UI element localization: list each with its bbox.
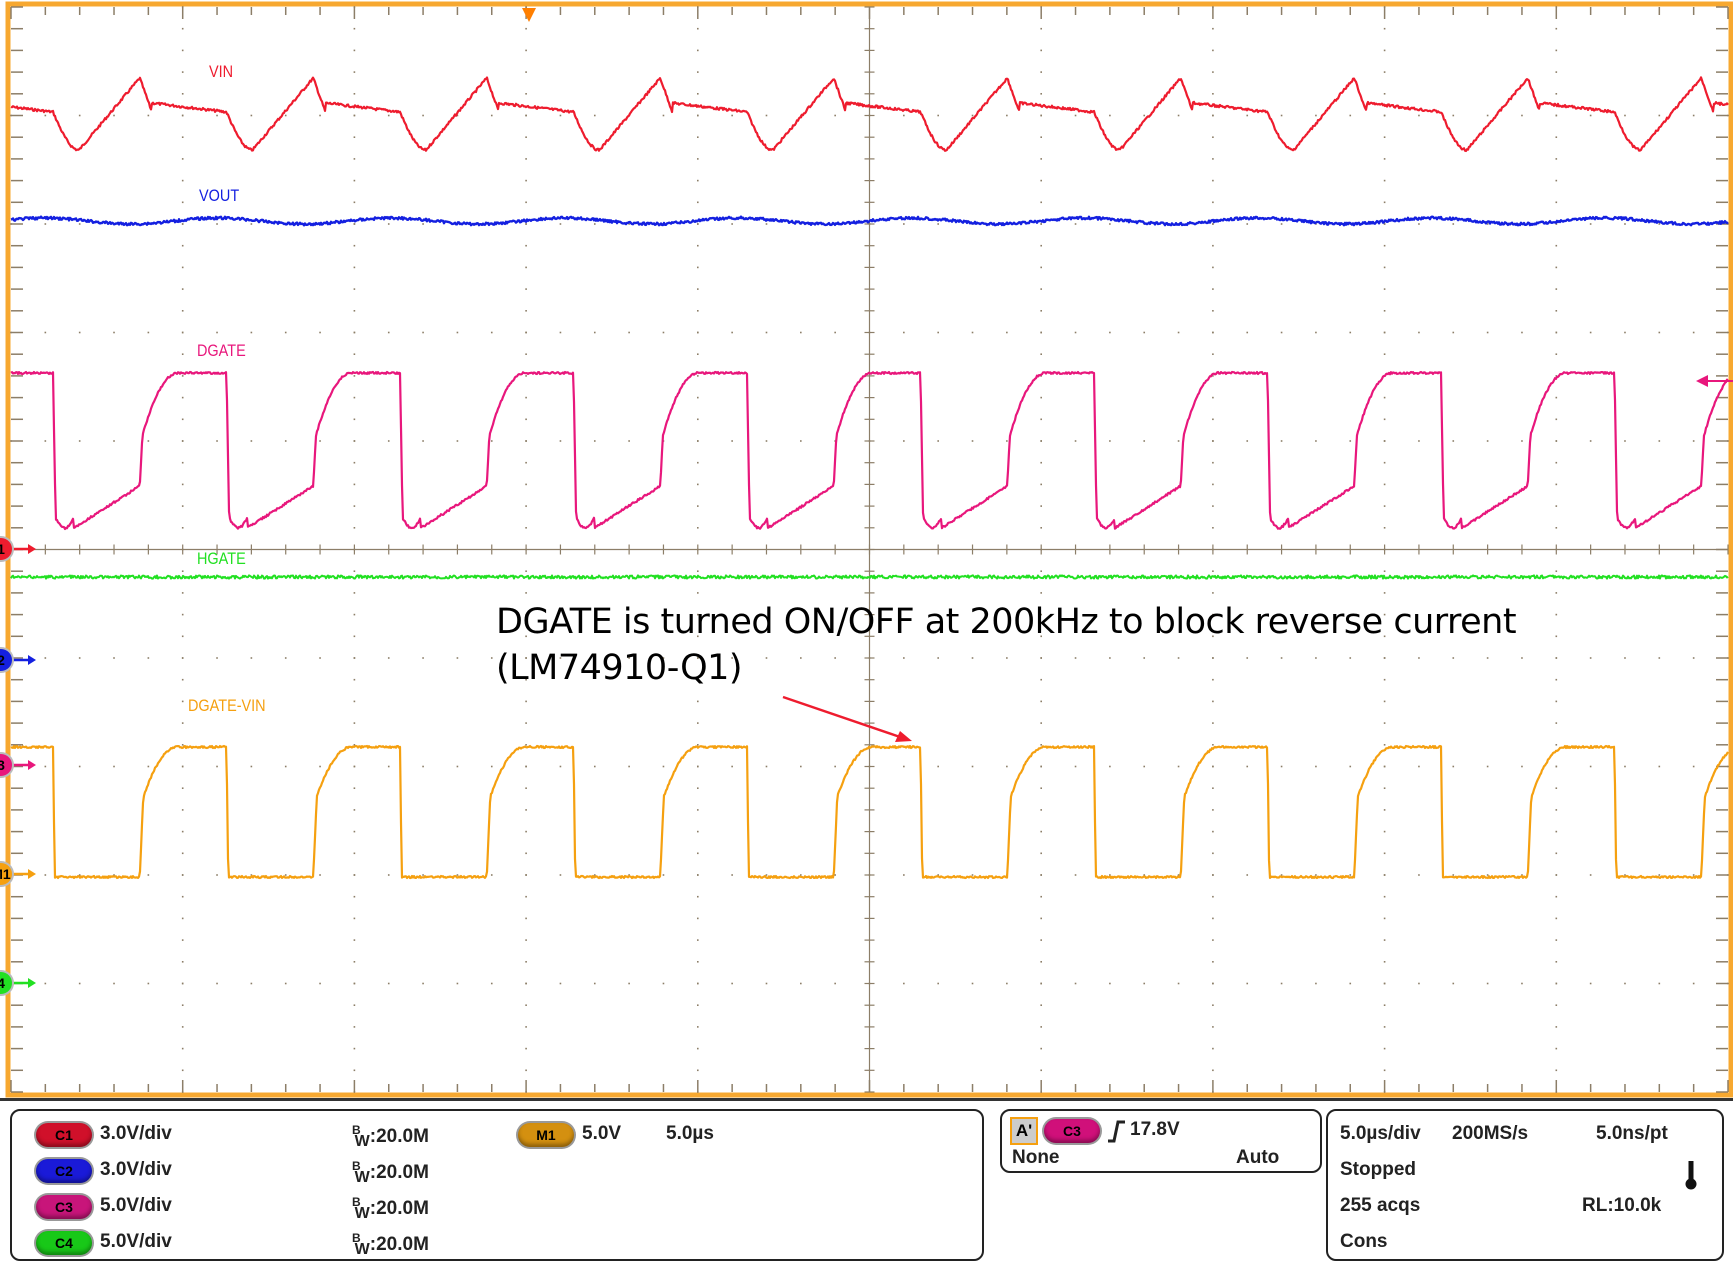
ch3-pill-button[interactable]: C3 <box>36 1195 92 1219</box>
trace-label-hgate: HGATE <box>197 549 246 568</box>
ch4-ground-marker[interactable]: 4 <box>0 972 12 994</box>
ch4-bandwidth: BW:20.0M <box>352 1231 429 1258</box>
math-pill-button[interactable]: M1 <box>518 1123 574 1147</box>
trigger-level: 17.8V <box>1130 1119 1180 1140</box>
trigger-coupling: None <box>1012 1147 1060 1168</box>
ch1-ground-marker[interactable]: 1 <box>0 538 12 560</box>
ch3-ground-marker[interactable]: 3 <box>0 754 12 776</box>
oscilloscope-display: VIN VOUT DGATE HGATE DGATE-VIN DGATE is … <box>0 1 1733 1098</box>
thermometer-icon <box>1685 1161 1697 1190</box>
status-panel: C1 3.0V/div BW:20.0M C2 3.0V/div BW:20.0… <box>0 1098 1733 1267</box>
ch1-scale: 3.0V/div <box>100 1123 172 1144</box>
trigger-position-marker-icon <box>522 8 536 22</box>
ch1-bandwidth: BW:20.0M <box>352 1123 429 1150</box>
trigger-mode-label: A' <box>1010 1117 1038 1145</box>
math-scale: 5.0V <box>582 1123 622 1144</box>
annotation-line-2: (LM74910-Q1) <box>496 647 743 688</box>
math-time: 5.0µs <box>666 1123 714 1144</box>
ch2-pill-button[interactable]: C2 <box>36 1159 92 1183</box>
ch3-bandwidth: BW:20.0M <box>352 1195 429 1222</box>
timebase: 5.0µs/div <box>1340 1123 1421 1144</box>
acquisition-box: 5.0µs/div 200MS/s 5.0ns/pt Stopped 255 a… <box>1326 1109 1724 1261</box>
trigger-source-pill-button[interactable]: C3 <box>1044 1119 1100 1143</box>
ch3-scale: 5.0V/div <box>100 1195 172 1216</box>
record-length: RL:10.0k <box>1582 1195 1662 1216</box>
ch2-scale: 3.0V/div <box>100 1159 172 1180</box>
acquisition-mode: Cons <box>1340 1231 1388 1252</box>
acquisition-count: 255 acqs <box>1340 1195 1421 1216</box>
resolution: 5.0ns/pt <box>1596 1123 1668 1144</box>
channel-settings-box: C1 3.0V/div BW:20.0M C2 3.0V/div BW:20.0… <box>10 1109 984 1261</box>
ch4-pill-button[interactable]: C4 <box>36 1231 92 1255</box>
trigger-level-arrow-icon <box>1696 375 1733 387</box>
ch4-scale: 5.0V/div <box>100 1231 172 1252</box>
ch2-ground-marker[interactable]: 2 <box>0 649 12 671</box>
trace-label-dgate: DGATE <box>197 341 246 360</box>
graticule <box>5 1 1733 1098</box>
math-ground-marker[interactable]: M1 <box>0 863 12 885</box>
trigger-settings-box: A' C3 17.8V None Auto <box>1000 1109 1322 1173</box>
rising-edge-icon <box>1108 1120 1125 1143</box>
trace-label-vin: VIN <box>209 62 234 81</box>
annotation-line-1: DGATE is turned ON/OFF at 200kHz to bloc… <box>496 602 1517 642</box>
ch1-pill-button[interactable]: C1 <box>36 1123 92 1147</box>
trace-label-vout: VOUT <box>199 186 240 205</box>
trigger-mode: Auto <box>1236 1147 1280 1168</box>
annotation-text: DGATE is turned ON/OFF at 200kHz to bloc… <box>496 600 1517 691</box>
sample-rate: 200MS/s <box>1452 1123 1529 1144</box>
acquisition-state: Stopped <box>1340 1159 1416 1180</box>
annotation-arrow-icon <box>782 695 912 742</box>
trace-label-dgate-vin: DGATE-VIN <box>188 696 266 715</box>
ch2-bandwidth: BW:20.0M <box>352 1159 429 1186</box>
